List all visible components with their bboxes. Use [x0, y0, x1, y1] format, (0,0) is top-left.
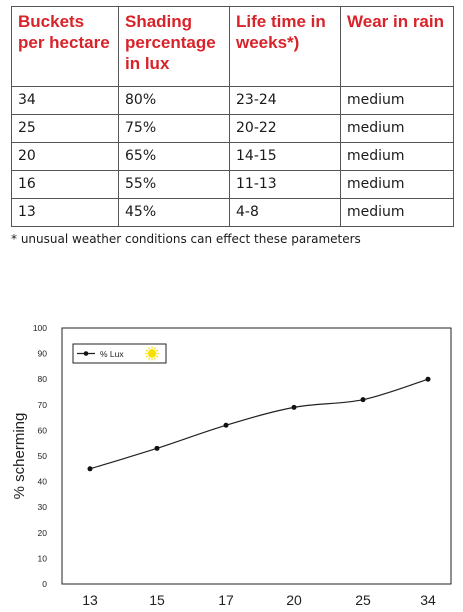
data-point [223, 422, 229, 428]
cell-wear: medium [340, 142, 454, 171]
cell-shading: 45% [118, 198, 230, 227]
data-point [360, 397, 366, 403]
cell-lifetime: 23-24 [229, 86, 341, 115]
x-tick-label: 15 [149, 592, 165, 608]
y-tick-label: 30 [38, 502, 48, 512]
cell-buckets: 20 [11, 142, 119, 171]
shading-table: Buckets per hectare Shading percentage i… [11, 6, 454, 227]
y-tick-label: 100 [33, 323, 47, 333]
x-tick-label: 25 [355, 592, 371, 608]
table-row: 34 80% 23-24 medium [11, 86, 454, 115]
legend-box [72, 343, 167, 364]
cell-lifetime: 4-8 [229, 198, 341, 227]
cell-wear: medium [340, 198, 454, 227]
y-tick-label: 10 [38, 553, 48, 563]
x-tick-label: 17 [218, 592, 234, 608]
shading-line-chart: 0 10 20 30 40 50 60 70 80 90 100 13 15 17 20 25 34 % sc… [11, 323, 452, 608]
x-tick-label: 13 [82, 592, 98, 608]
cell-shading: 80% [118, 86, 230, 115]
cell-lifetime: 14-15 [229, 142, 341, 171]
legend-label: % Lux [100, 349, 124, 359]
x-tick-label: 34 [420, 592, 436, 608]
table-row: 20 65% 14-15 medium [11, 142, 454, 171]
series-line [89, 378, 429, 470]
y-tick-label: 70 [38, 400, 48, 410]
data-point [291, 404, 297, 410]
cell-shading: 55% [118, 170, 230, 199]
sun-icon [145, 346, 159, 361]
series-points [87, 376, 431, 472]
y-tick-label: 90 [38, 349, 48, 359]
cell-shading: 65% [118, 142, 230, 171]
cell-lifetime: 20-22 [229, 114, 341, 143]
y-axis-label: % scherming [11, 413, 28, 500]
plot-area [61, 327, 452, 585]
cell-shading: 75% [118, 114, 230, 143]
table-row: 25 75% 20-22 medium [11, 114, 454, 143]
cell-buckets: 34 [11, 86, 119, 115]
data-point [154, 445, 160, 451]
cell-buckets: 13 [11, 198, 119, 227]
cell-lifetime: 11-13 [229, 170, 341, 199]
table-row: 16 55% 11-13 medium [11, 170, 454, 199]
header-wear-in-rain: Wear in rain [340, 6, 454, 87]
cell-buckets: 16 [11, 170, 119, 199]
x-axis-ticks: 13 15 17 20 25 34 [82, 592, 436, 608]
y-tick-label: 50 [38, 451, 48, 461]
header-buckets-per-hectare: Buckets per hectare [11, 6, 119, 87]
y-tick-label: 60 [38, 425, 48, 435]
table-row: 13 45% 4-8 medium [11, 198, 454, 227]
y-tick-label: 0 [42, 579, 47, 589]
cell-buckets: 25 [11, 114, 119, 143]
table-header-row: Buckets per hectare Shading percentage i… [11, 6, 454, 87]
chart-legend: % Lux [72, 343, 167, 364]
table-footnote: * unusual weather conditions can effect … [11, 232, 361, 246]
cell-wear: medium [340, 170, 454, 199]
y-axis-ticks: 0 10 20 30 40 50 60 70 80 90 100 [33, 323, 47, 589]
legend-marker [83, 351, 89, 356]
header-life-time: Life time in weeks*) [229, 6, 341, 87]
y-tick-label: 40 [38, 477, 48, 487]
cell-wear: medium [340, 114, 454, 143]
header-shading-percentage: Shading percentage in lux [118, 6, 230, 87]
data-point [87, 466, 93, 472]
y-tick-label: 80 [38, 374, 48, 384]
y-tick-label: 20 [38, 528, 48, 538]
x-tick-label: 20 [286, 592, 302, 608]
data-point [425, 376, 431, 382]
cell-wear: medium [340, 86, 454, 115]
